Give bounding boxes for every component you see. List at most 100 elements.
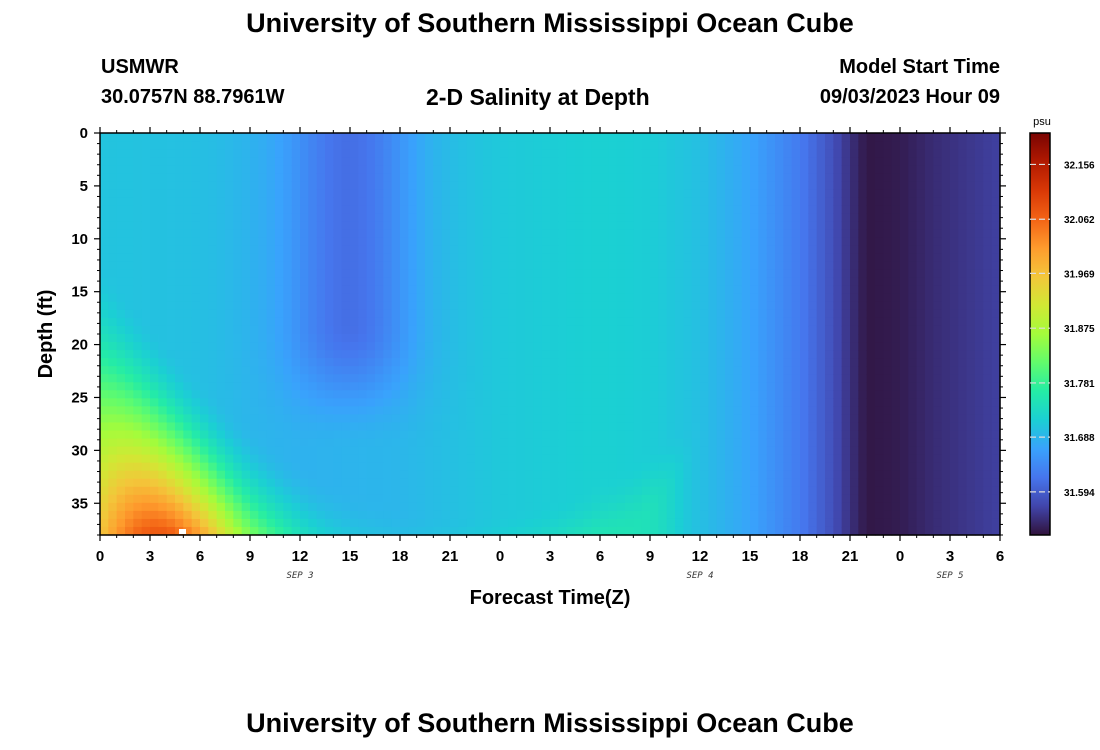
heatmap-cell bbox=[475, 358, 484, 367]
heatmap-cell bbox=[616, 173, 626, 182]
heatmap-cell bbox=[766, 141, 776, 150]
heatmap-cell bbox=[375, 406, 384, 415]
heatmap-cell bbox=[616, 350, 626, 359]
heatmap-cell bbox=[208, 237, 218, 247]
heatmap-cell bbox=[275, 518, 284, 528]
heatmap-cell bbox=[900, 173, 909, 182]
heatmap-cell bbox=[258, 526, 268, 536]
heatmap-cell bbox=[916, 518, 926, 528]
heatmap-cell bbox=[158, 189, 168, 198]
heatmap-cell bbox=[391, 502, 401, 512]
heatmap-cell bbox=[658, 285, 668, 295]
heatmap-cell bbox=[616, 317, 626, 327]
heatmap-cell bbox=[208, 221, 218, 231]
heatmap-cell bbox=[300, 133, 309, 142]
heatmap-cell bbox=[875, 213, 884, 223]
heatmap-cell bbox=[408, 261, 418, 271]
heatmap-cell bbox=[775, 430, 784, 440]
heatmap-cell bbox=[200, 229, 209, 239]
heatmap-cell bbox=[700, 317, 709, 327]
heatmap-cell bbox=[308, 462, 318, 472]
heatmap-cell bbox=[333, 133, 343, 142]
heatmap-cell bbox=[125, 502, 134, 512]
heatmap-cell bbox=[233, 414, 243, 424]
heatmap-cell bbox=[858, 269, 868, 279]
heatmap-cell bbox=[508, 245, 518, 255]
heatmap-cell bbox=[266, 141, 276, 150]
heatmap-cell bbox=[141, 462, 151, 472]
heatmap-cell bbox=[458, 510, 468, 520]
heatmap-cell bbox=[641, 205, 651, 214]
heatmap-cell bbox=[925, 269, 934, 279]
heatmap-cell bbox=[416, 253, 426, 263]
heatmap-cell bbox=[391, 205, 401, 214]
heatmap-cell bbox=[233, 366, 243, 375]
heatmap-cell bbox=[316, 261, 326, 271]
heatmap-cell bbox=[541, 325, 551, 335]
heatmap-cell bbox=[241, 470, 251, 480]
heatmap-cell bbox=[541, 189, 551, 198]
heatmap-cell bbox=[158, 285, 168, 295]
heatmap-cell bbox=[641, 382, 651, 391]
heatmap-cell bbox=[833, 325, 843, 335]
heatmap-cell bbox=[758, 293, 768, 303]
heatmap-cell bbox=[150, 181, 159, 190]
heatmap-cell bbox=[600, 518, 609, 528]
heatmap-cell bbox=[108, 149, 118, 158]
heatmap-cell bbox=[175, 382, 184, 391]
heatmap-cell bbox=[433, 189, 443, 198]
heatmap-cell bbox=[883, 245, 893, 255]
heatmap-cell bbox=[408, 205, 418, 214]
heatmap-cell bbox=[925, 414, 934, 424]
heatmap-cell bbox=[458, 149, 468, 158]
heatmap-cell bbox=[550, 478, 559, 488]
heatmap-cell bbox=[908, 261, 918, 271]
heatmap-cell bbox=[100, 301, 109, 311]
heatmap-cell bbox=[841, 205, 851, 214]
heatmap-cell bbox=[633, 438, 643, 448]
heatmap-cell bbox=[391, 494, 401, 504]
heatmap-cell bbox=[475, 398, 484, 407]
heatmap-cell bbox=[541, 173, 551, 182]
heatmap-cell bbox=[591, 358, 601, 367]
heatmap-cell bbox=[758, 317, 768, 327]
heatmap-cell bbox=[583, 285, 593, 295]
heatmap-cell bbox=[766, 454, 776, 464]
heatmap-cell bbox=[325, 293, 334, 303]
heatmap-cell bbox=[266, 325, 276, 335]
heatmap-cell bbox=[525, 502, 534, 512]
heatmap-cell bbox=[550, 454, 559, 464]
heatmap-cell bbox=[283, 325, 293, 335]
heatmap-cell bbox=[291, 478, 301, 488]
heatmap-cell bbox=[483, 358, 493, 367]
heatmap-cell bbox=[900, 438, 909, 448]
heatmap-cell bbox=[500, 526, 509, 536]
heatmap-cell bbox=[166, 253, 176, 263]
heatmap-cell bbox=[216, 470, 226, 480]
heatmap-cell bbox=[766, 398, 776, 407]
heatmap-cell bbox=[108, 221, 118, 231]
heatmap-cell bbox=[308, 301, 318, 311]
heatmap-cell bbox=[275, 374, 284, 383]
heatmap-cell bbox=[891, 342, 901, 351]
heatmap-cell bbox=[141, 422, 151, 432]
heatmap-cell bbox=[875, 205, 884, 214]
heatmap-cell bbox=[883, 213, 893, 223]
heatmap-cell bbox=[125, 165, 134, 174]
heatmap-cell bbox=[725, 454, 734, 464]
heatmap-cell bbox=[416, 462, 426, 472]
heatmap-cell bbox=[325, 205, 334, 214]
heatmap-cell bbox=[575, 197, 584, 206]
heatmap-cell bbox=[516, 398, 526, 407]
heatmap-cell bbox=[216, 486, 226, 496]
heatmap-cell bbox=[541, 462, 551, 472]
heatmap-cell bbox=[741, 301, 751, 311]
heatmap-cell bbox=[900, 245, 909, 255]
heatmap-cell bbox=[558, 205, 568, 214]
heatmap-cell bbox=[533, 221, 543, 231]
heatmap-cell bbox=[833, 486, 843, 496]
heatmap-cell bbox=[583, 502, 593, 512]
heatmap-cell bbox=[233, 157, 243, 166]
heatmap-cell bbox=[416, 269, 426, 279]
heatmap-cell bbox=[208, 334, 218, 343]
